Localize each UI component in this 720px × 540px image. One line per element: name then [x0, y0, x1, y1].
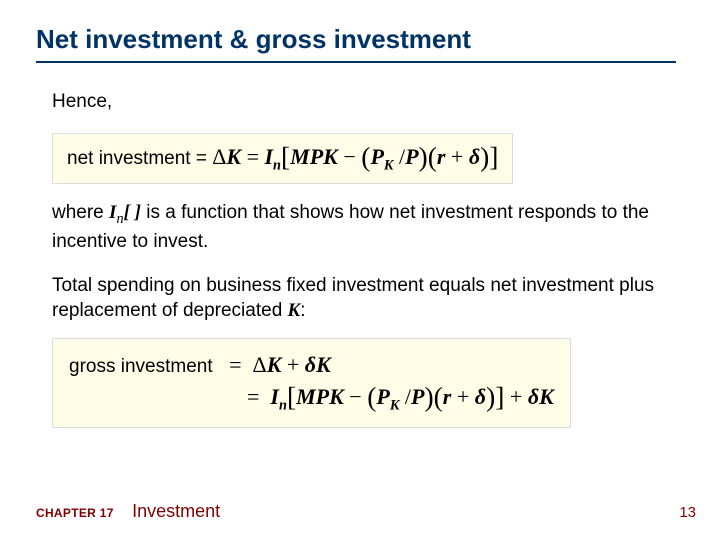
eq2-line1-body: = ΔK + δK	[229, 352, 331, 377]
total-pre: Total spending on business fixed investm…	[52, 275, 654, 322]
footer-left: CHAPTER 17 Investment	[36, 501, 220, 522]
chapter-title: Investment	[132, 501, 220, 521]
total-k: K	[288, 300, 301, 321]
gross-investment-line2: = In[MPK − (PK /P)(r + δ)] + δK	[247, 381, 554, 414]
where-fn-sub: n	[116, 211, 123, 227]
where-text: where In[ ] is a function that shows how…	[52, 200, 684, 255]
slide-title: Net investment & gross investment	[36, 24, 684, 55]
hence-text: Hence,	[52, 89, 684, 115]
chapter-label: CHAPTER 17	[36, 506, 114, 520]
slide-container: Net investment & gross investment Hence,…	[0, 0, 720, 540]
title-underline	[36, 61, 676, 63]
where-post: is a function that shows how net investm…	[52, 202, 649, 252]
total-spending-text: Total spending on business fixed investm…	[52, 273, 684, 324]
net-investment-equation: net investment = ΔK = In[MPK − (PK /P)(r…	[67, 144, 498, 169]
eq2-label: gross investment	[69, 356, 213, 377]
eq1-label: net investment =	[67, 148, 212, 169]
eq1-body: ΔK = In[MPK − (PK /P)(r + δ)]	[212, 144, 498, 169]
page-number: 13	[679, 504, 696, 521]
eq2-line2-body: = In[MPK − (PK /P)(r + δ)] + δK	[247, 384, 554, 409]
net-investment-equation-box: net investment = ΔK = In[MPK − (PK /P)(r…	[52, 133, 513, 184]
gross-investment-line1: gross investment = ΔK + δK	[69, 352, 554, 378]
gross-investment-equation-box: gross investment = ΔK + δK = In[MPK − (P…	[52, 338, 571, 428]
where-bracket: [ ]	[124, 202, 141, 223]
slide-footer: CHAPTER 17 Investment 13	[36, 501, 696, 522]
total-post: :	[300, 300, 305, 321]
where-pre: where	[52, 202, 109, 223]
